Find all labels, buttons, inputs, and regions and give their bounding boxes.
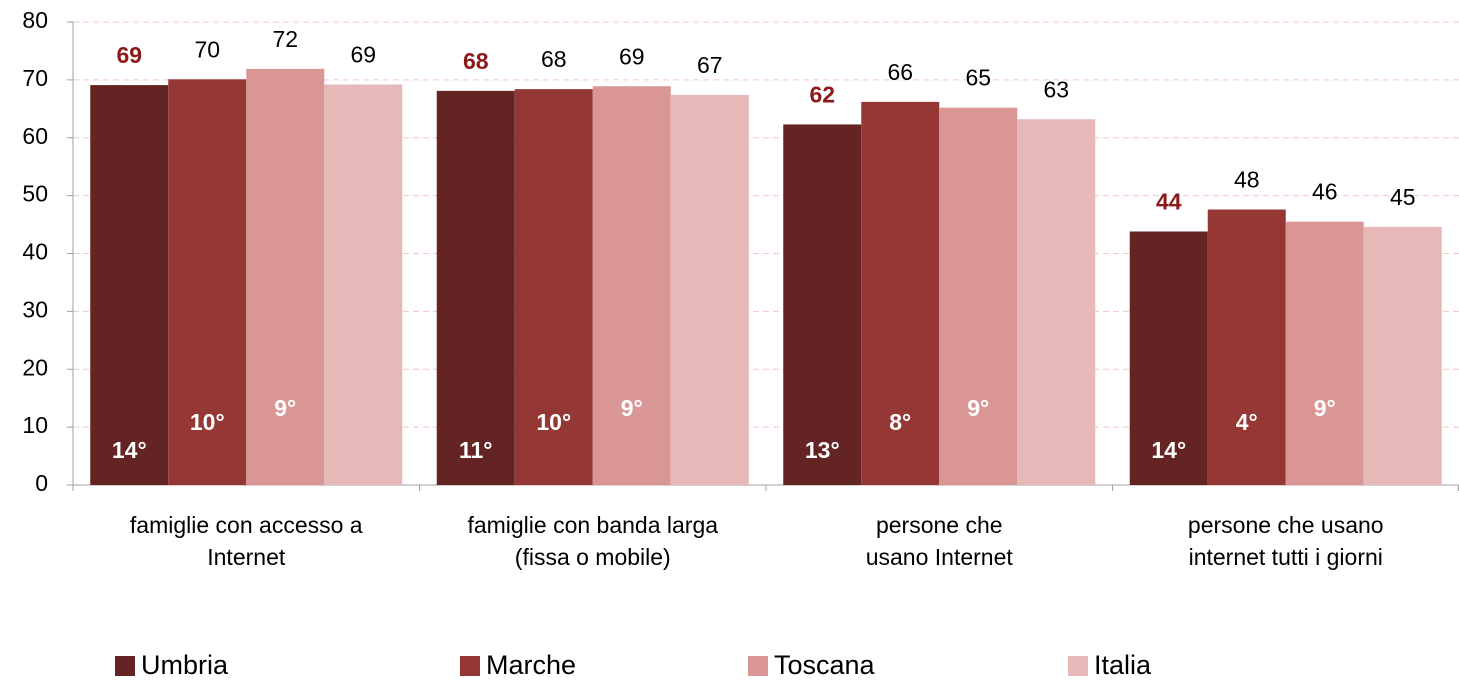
bar xyxy=(1129,231,1208,485)
value-label: 69 xyxy=(350,42,376,68)
value-label: 66 xyxy=(887,59,913,85)
bar xyxy=(1017,119,1096,485)
value-label: 67 xyxy=(697,52,723,78)
rank-label: 10° xyxy=(190,409,225,435)
legend-swatch xyxy=(748,656,768,676)
x-tick-label: persone che usano xyxy=(1188,512,1384,538)
x-tick-label: famiglie con banda larga xyxy=(467,512,718,538)
value-label: 63 xyxy=(1043,76,1069,102)
legend-swatch xyxy=(115,656,135,676)
value-label: 44 xyxy=(1156,189,1182,215)
y-tick-label: 50 xyxy=(22,181,48,207)
legend-swatch xyxy=(1068,656,1088,676)
rank-label: 13° xyxy=(805,437,840,463)
value-label: 72 xyxy=(272,26,298,52)
rank-label: 11° xyxy=(459,437,493,463)
rank-label: 10° xyxy=(536,409,571,435)
y-tick-label: 10 xyxy=(22,412,48,438)
value-label: 48 xyxy=(1234,167,1260,193)
bar xyxy=(1207,209,1286,485)
legend-label: Toscana xyxy=(774,650,876,680)
value-label: 69 xyxy=(116,42,142,68)
bar xyxy=(1285,221,1364,485)
legend-swatch xyxy=(460,656,480,676)
x-tick-label: (fissa o mobile) xyxy=(515,544,671,570)
rank-label: 9° xyxy=(1314,395,1336,421)
rank-label: 9° xyxy=(274,395,296,421)
bar xyxy=(1363,226,1442,485)
x-tick-label: Internet xyxy=(207,544,286,570)
y-tick-label: 30 xyxy=(22,296,48,322)
bar xyxy=(436,90,515,485)
x-tick-label: internet tutti i giorni xyxy=(1189,544,1383,570)
bar xyxy=(246,68,325,485)
legend-label: Marche xyxy=(486,650,576,680)
value-label: 69 xyxy=(619,43,645,69)
rank-label: 9° xyxy=(967,395,989,421)
value-label: 70 xyxy=(194,36,220,62)
legend-label: Italia xyxy=(1094,650,1152,680)
y-tick-label: 0 xyxy=(35,470,48,496)
value-label: 62 xyxy=(809,82,835,108)
value-label: 68 xyxy=(541,46,567,72)
y-tick-label: 20 xyxy=(22,354,48,380)
x-tick-label: usano Internet xyxy=(866,544,1014,570)
bar xyxy=(861,101,940,486)
bar xyxy=(168,79,247,485)
x-tick-label: persone che xyxy=(876,512,1003,538)
bar xyxy=(939,107,1018,485)
rank-label: 9° xyxy=(621,395,643,421)
value-label: 65 xyxy=(965,65,991,91)
value-label: 68 xyxy=(463,48,489,74)
value-label: 46 xyxy=(1312,179,1338,205)
legend-label: Umbria xyxy=(141,650,229,680)
rank-label: 14° xyxy=(1151,437,1186,463)
bar xyxy=(90,85,169,486)
x-tick-label: famiglie con accesso a xyxy=(130,512,363,538)
y-tick-label: 40 xyxy=(22,239,48,265)
bar xyxy=(670,94,749,486)
bar xyxy=(514,89,593,485)
value-label: 45 xyxy=(1390,184,1416,210)
bar xyxy=(783,124,862,485)
bar xyxy=(592,86,671,486)
bar xyxy=(324,84,403,485)
rank-label: 8° xyxy=(889,409,911,435)
y-tick-label: 80 xyxy=(22,7,48,33)
rank-label: 14° xyxy=(112,437,147,463)
rank-label: 4° xyxy=(1236,409,1258,435)
y-tick-label: 60 xyxy=(22,123,48,149)
y-tick-label: 70 xyxy=(22,65,48,91)
